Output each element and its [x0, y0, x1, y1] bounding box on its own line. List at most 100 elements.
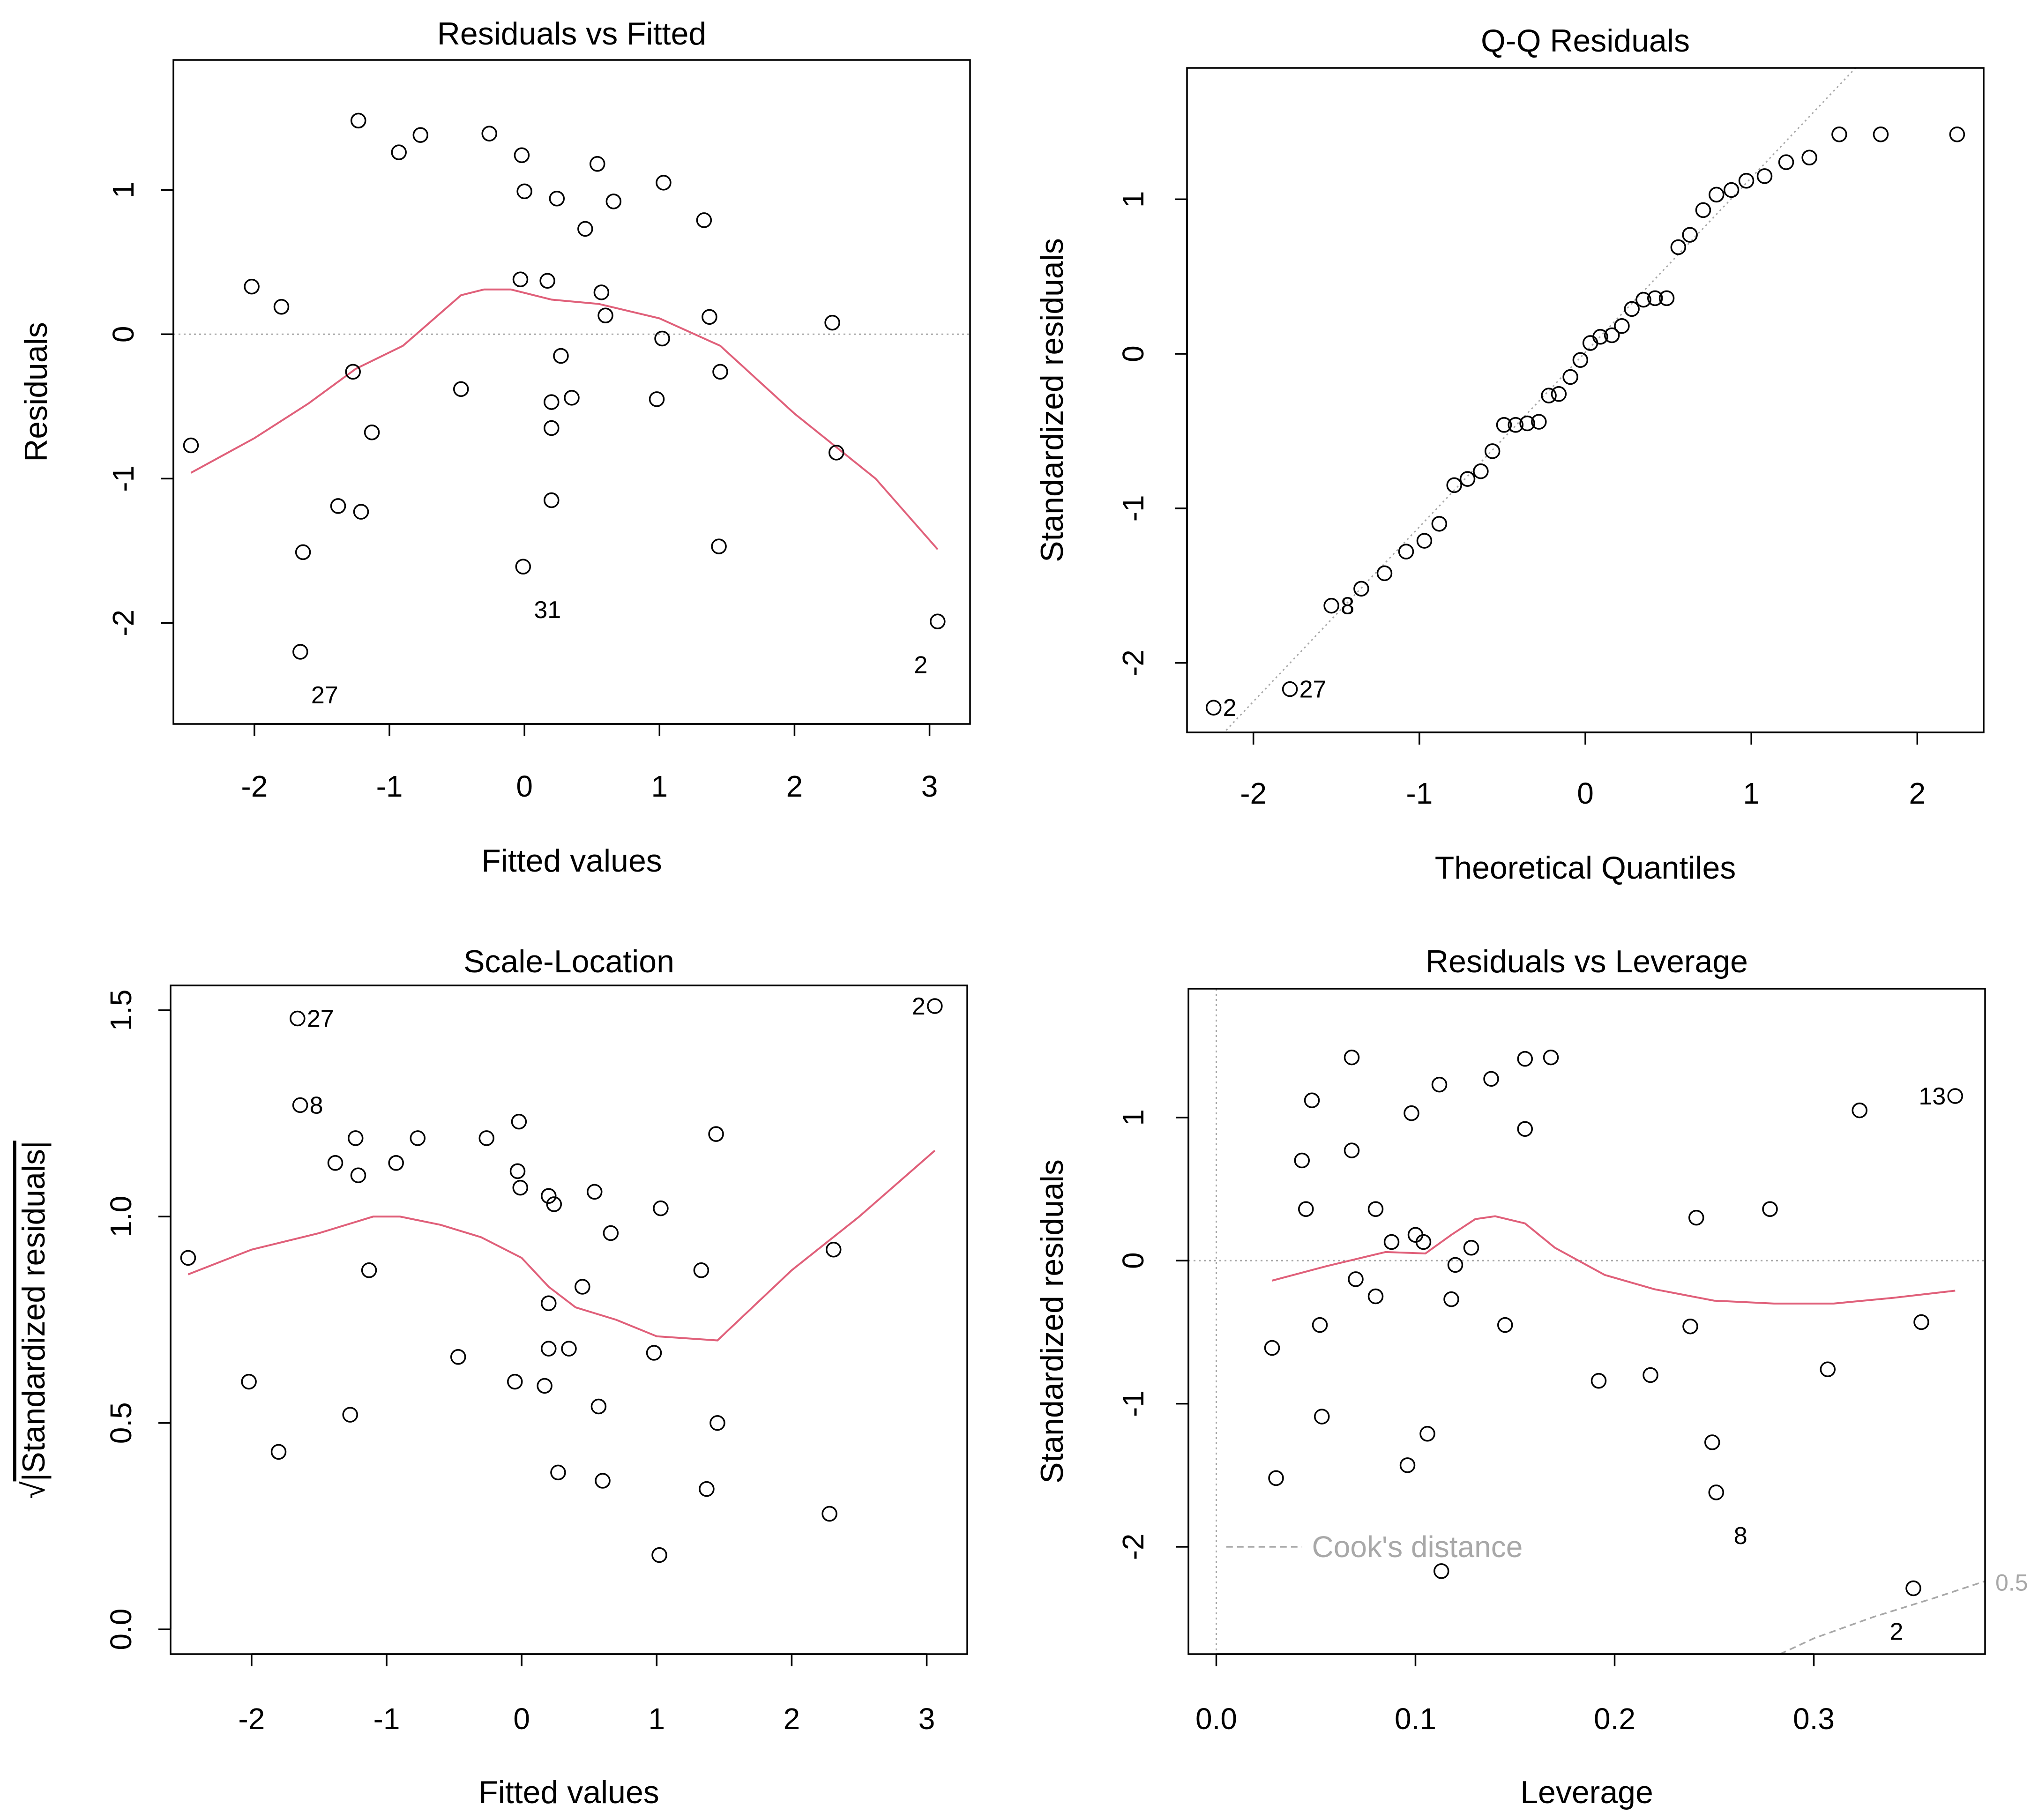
chart-residuals-vs-fitted-point-11: [696, 212, 712, 228]
chart-residuals-vs-fitted-point-16: [593, 284, 610, 300]
chart-residuals-vs-fitted-point-32: [330, 498, 346, 514]
chart-residuals-vs-leverage-point-33: [1419, 1425, 1435, 1442]
chart-scale-location-point-31: [590, 1398, 607, 1415]
chart-residuals-vs-fitted-point-34: [544, 492, 560, 508]
chart-scale-location-point-25: [561, 1341, 577, 1357]
chart-scale-location-point-22: [575, 1279, 590, 1295]
chart-residuals-vs-leverage-x-tick-label: 0.3: [1793, 1702, 1835, 1736]
chart-residuals-vs-leverage-point-22: [1367, 1288, 1384, 1305]
chart-scale-location-point-21: [693, 1262, 709, 1278]
chart-residuals-vs-fitted-frame: [172, 59, 971, 725]
chart-scale-location-point-0: [290, 1010, 306, 1027]
chart-residuals-vs-leverage-cooks-legend-text: Cook's distance: [1312, 1530, 1523, 1564]
chart-residuals-vs-fitted-x-tick-label: 3: [921, 769, 938, 803]
chart-residuals-vs-leverage-frame: [1187, 988, 1986, 1655]
chart-residuals-vs-leverage-point-label: 2: [1890, 1619, 1904, 1646]
chart-scale-location-point-27: [450, 1349, 466, 1365]
chart-residuals-vs-leverage-point-17: [1383, 1234, 1400, 1250]
chart-scale-location-point-35: [550, 1464, 566, 1481]
chart-residuals-vs-leverage-point-26: [1682, 1318, 1698, 1335]
chart-q-q-residuals-point-34: [1756, 168, 1773, 184]
chart-scale-location-point-38: [821, 1506, 837, 1522]
chart-residuals-vs-fitted-x-tick-label: 2: [786, 769, 803, 803]
chart-residuals-vs-leverage-point-39: [1905, 1580, 1921, 1596]
chart-q-q-residuals-x-axis-label: Theoretical Quantiles: [1435, 850, 1736, 886]
chart-residuals-vs-fitted-point-7: [549, 190, 565, 207]
chart-q-q-residuals-y-tick-label: 0: [1116, 345, 1150, 362]
chart-scale-location-point-3: [347, 1130, 364, 1146]
chart-residuals-vs-leverage-point-label: 13: [1919, 1083, 1946, 1110]
chart-residuals-vs-leverage-x-tick-label: 0.0: [1195, 1702, 1237, 1736]
chart-residuals-vs-leverage-point-0: [1344, 1049, 1360, 1066]
chart-q-q-residuals-point-11: [1484, 443, 1501, 459]
chart-q-q-residuals-point-30: [1695, 202, 1711, 218]
chart-residuals-vs-leverage-x-tick-label: 0.1: [1395, 1702, 1436, 1736]
chart-scale-location-point-16: [653, 1200, 669, 1216]
chart-residuals-vs-fitted-point-36: [711, 538, 727, 554]
chart-scale-location-point-19: [180, 1250, 196, 1266]
chart-q-q-residuals-point-7: [1431, 516, 1448, 532]
chart-residuals-vs-leverage-cooks-distance-curve: [1779, 1580, 1985, 1654]
chart-q-q-residuals-point-26: [1647, 290, 1663, 306]
chart-residuals-vs-fitted-x-tick-label: 0: [516, 769, 533, 803]
chart-residuals-vs-leverage-point-18: [1415, 1234, 1432, 1250]
chart-scale-location-point-4: [410, 1130, 426, 1146]
chart-residuals-vs-leverage-point-30: [1643, 1367, 1658, 1383]
chart-q-q-residuals-point-5: [1398, 544, 1414, 559]
chart-residuals-vs-fitted-point-label: 27: [311, 682, 338, 709]
chart-residuals-vs-fitted-title: Residuals vs Fitted: [437, 16, 706, 52]
chart-residuals-vs-leverage-y-tick-label: -1: [1116, 1390, 1150, 1417]
chart-q-q-residuals-x-tick-label: 1: [1743, 776, 1760, 810]
chart-residuals-vs-leverage-point-11: [1294, 1152, 1310, 1169]
chart-residuals-vs-leverage-point-29: [1820, 1361, 1836, 1378]
chart-scale-location-x-tick-label: -1: [373, 1702, 400, 1736]
chart-q-q-residuals-point-35: [1778, 154, 1794, 170]
chart-q-q-residuals-x-tick-label: -1: [1406, 776, 1433, 810]
chart-q-q-residuals: 2 27 8 -2 -1 0 1 2 -2 -1 0 1 Q-Q Residuals Theoretica…: [1034, 23, 1985, 886]
chart-residuals-vs-leverage-point-13: [1367, 1201, 1384, 1217]
chart-residuals-vs-fitted-y-tick-label: -1: [106, 465, 140, 492]
chart-scale-location-point-7: [327, 1155, 343, 1171]
chart-residuals-vs-fitted-point-5: [589, 156, 605, 172]
chart-scale-location-frame: [170, 985, 968, 1655]
chart-q-q-residuals-x-tick-label: 0: [1577, 776, 1594, 810]
chart-scale-location-y-tick-label: 0.5: [104, 1402, 138, 1444]
chart-scale-location-point-5: [478, 1130, 494, 1146]
chart-q-q-residuals-point-3: [1353, 581, 1369, 597]
chart-q-q-residuals-x-tick-label: 2: [1909, 776, 1926, 810]
chart-residuals-vs-leverage-point-7: [1517, 1121, 1533, 1137]
chart-q-q-residuals-point-2: [1323, 597, 1339, 614]
chart-residuals-vs-fitted-point-27: [649, 391, 665, 407]
chart-residuals-vs-fitted-point-2: [412, 127, 429, 143]
chart-residuals-vs-fitted-smooth-line: [190, 288, 939, 550]
chart-q-q-residuals-point-23: [1614, 318, 1630, 334]
chart-scale-location-point-13: [546, 1196, 562, 1212]
chart-residuals-vs-leverage-x-tick-label: 0.2: [1594, 1702, 1635, 1736]
chart-residuals-vs-leverage-point-5: [1304, 1092, 1320, 1108]
chart-q-q-residuals-point-21: [1592, 329, 1608, 345]
chart-scale-location-point-17: [603, 1225, 619, 1241]
chart-scale-location-y-axis-sqrt-sign: √: [16, 1481, 52, 1499]
chart-q-q-residuals-y-tick-label: 1: [1116, 191, 1150, 208]
chart-scale-location-point-9: [509, 1163, 526, 1179]
chart-scale-location: 27 8 2 -2 -1 0 1 2 3 0.0 0.5 1.0 1.5 Scale-Location Fi…: [16, 944, 968, 1810]
chart-q-q-residuals-point-27: [1658, 290, 1675, 306]
chart-q-q-residuals-point-28: [1670, 239, 1687, 255]
chart-residuals-vs-leverage-point-20: [1447, 1257, 1464, 1273]
chart-scale-location-point-8: [388, 1155, 404, 1171]
chart-q-q-residuals-point-18: [1562, 369, 1578, 385]
chart-residuals-vs-fitted-plot-area: [173, 112, 970, 660]
chart-scale-location-x-tick-label: 1: [648, 1702, 665, 1736]
chart-q-q-residuals-point-20: [1582, 335, 1598, 351]
chart-residuals-vs-leverage-point-10: [1344, 1142, 1360, 1158]
chart-residuals-vs-fitted-point-20: [654, 330, 670, 347]
chart-q-q-residuals-point-17: [1551, 386, 1567, 402]
chart-scale-location-point-29: [507, 1373, 523, 1390]
chart-residuals-vs-fitted-point-38: [292, 644, 308, 660]
chart-residuals-vs-fitted-point-19: [824, 314, 840, 331]
chart-residuals-vs-leverage-point-27: [1913, 1314, 1929, 1330]
chart-scale-location-point-26: [646, 1345, 662, 1361]
chart-residuals-vs-fitted-x-tick-label: 1: [651, 769, 668, 803]
chart-scale-location-point-33: [709, 1415, 725, 1431]
chart-residuals-vs-fitted-y-tick-label: -2: [106, 610, 140, 636]
